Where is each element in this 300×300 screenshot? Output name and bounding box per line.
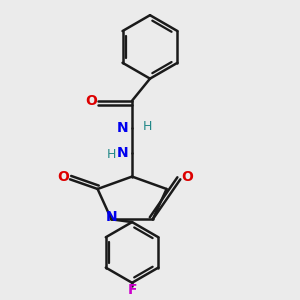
Text: N: N	[116, 121, 128, 135]
Text: N: N	[106, 210, 117, 224]
Text: O: O	[57, 169, 69, 184]
Text: O: O	[181, 169, 193, 184]
Text: O: O	[85, 94, 97, 108]
Text: H: H	[142, 120, 152, 134]
Text: H: H	[107, 148, 116, 161]
Text: F: F	[127, 283, 137, 297]
Text: N: N	[116, 146, 128, 160]
